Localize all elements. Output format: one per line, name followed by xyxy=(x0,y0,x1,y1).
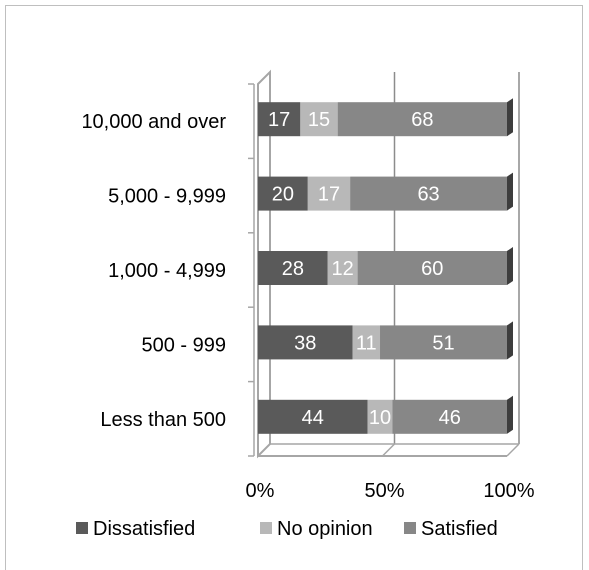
bar-end-face xyxy=(507,247,513,285)
bar-satisfied xyxy=(380,325,507,360)
bar-dissatisfied xyxy=(258,251,328,285)
bar-satisfied xyxy=(337,102,507,137)
bar-satisfied xyxy=(392,399,507,434)
data-label: 44 xyxy=(302,407,324,429)
bar-end-face xyxy=(507,172,513,211)
bar-end-face xyxy=(507,321,513,360)
category-label: 10,000 and over xyxy=(81,111,226,133)
data-label: 11 xyxy=(356,332,377,354)
legend-swatch-dissatisfied xyxy=(76,522,88,534)
data-label: 17 xyxy=(318,184,340,206)
bar-dissatisfied xyxy=(258,176,308,211)
category-label: 1,000 - 4,999 xyxy=(108,260,226,282)
floor-grid-50 xyxy=(381,443,396,457)
x-tick-label: 0% xyxy=(246,480,275,502)
legend-swatch-no-opinion xyxy=(260,522,272,534)
data-label: 10 xyxy=(369,407,391,429)
legend-label: No opinion xyxy=(277,518,373,540)
legend-swatch-satisfied xyxy=(404,522,416,534)
bar-no-opinion xyxy=(327,251,358,285)
bar-no-opinion xyxy=(367,399,393,434)
x-tick-label: 100% xyxy=(483,480,534,502)
legend-label: Dissatisfied xyxy=(93,518,195,540)
data-label: 15 xyxy=(308,109,330,131)
data-label: 20 xyxy=(272,184,294,206)
bar-satisfied xyxy=(357,251,507,285)
bar-satisfied xyxy=(350,176,507,211)
data-label: 63 xyxy=(417,184,439,206)
data-label: 12 xyxy=(332,258,354,280)
floor-grid-100 xyxy=(506,443,520,457)
data-label: 51 xyxy=(432,332,454,354)
data-label: 46 xyxy=(439,407,461,429)
data-label: 60 xyxy=(421,258,443,280)
category-label: 500 - 999 xyxy=(141,334,226,356)
bar-dissatisfied xyxy=(258,102,301,137)
bar-no-opinion xyxy=(352,325,381,360)
data-label: 68 xyxy=(411,109,433,131)
x-tick-label: 50% xyxy=(364,480,404,502)
legend-label: Satisfied xyxy=(421,518,498,540)
bar-no-opinion xyxy=(300,102,338,137)
category-label: Less than 500 xyxy=(100,409,226,431)
data-label: 17 xyxy=(268,109,290,131)
data-label: 38 xyxy=(294,332,316,354)
data-label: 28 xyxy=(282,258,304,280)
bar-end-face xyxy=(507,395,513,434)
chart-frame xyxy=(5,5,583,570)
bar-no-opinion xyxy=(307,176,351,211)
bar-dissatisfied xyxy=(258,325,353,360)
category-label: 5,000 - 9,999 xyxy=(108,186,226,208)
bar-end-face xyxy=(507,98,513,137)
bar-dissatisfied xyxy=(258,399,368,434)
